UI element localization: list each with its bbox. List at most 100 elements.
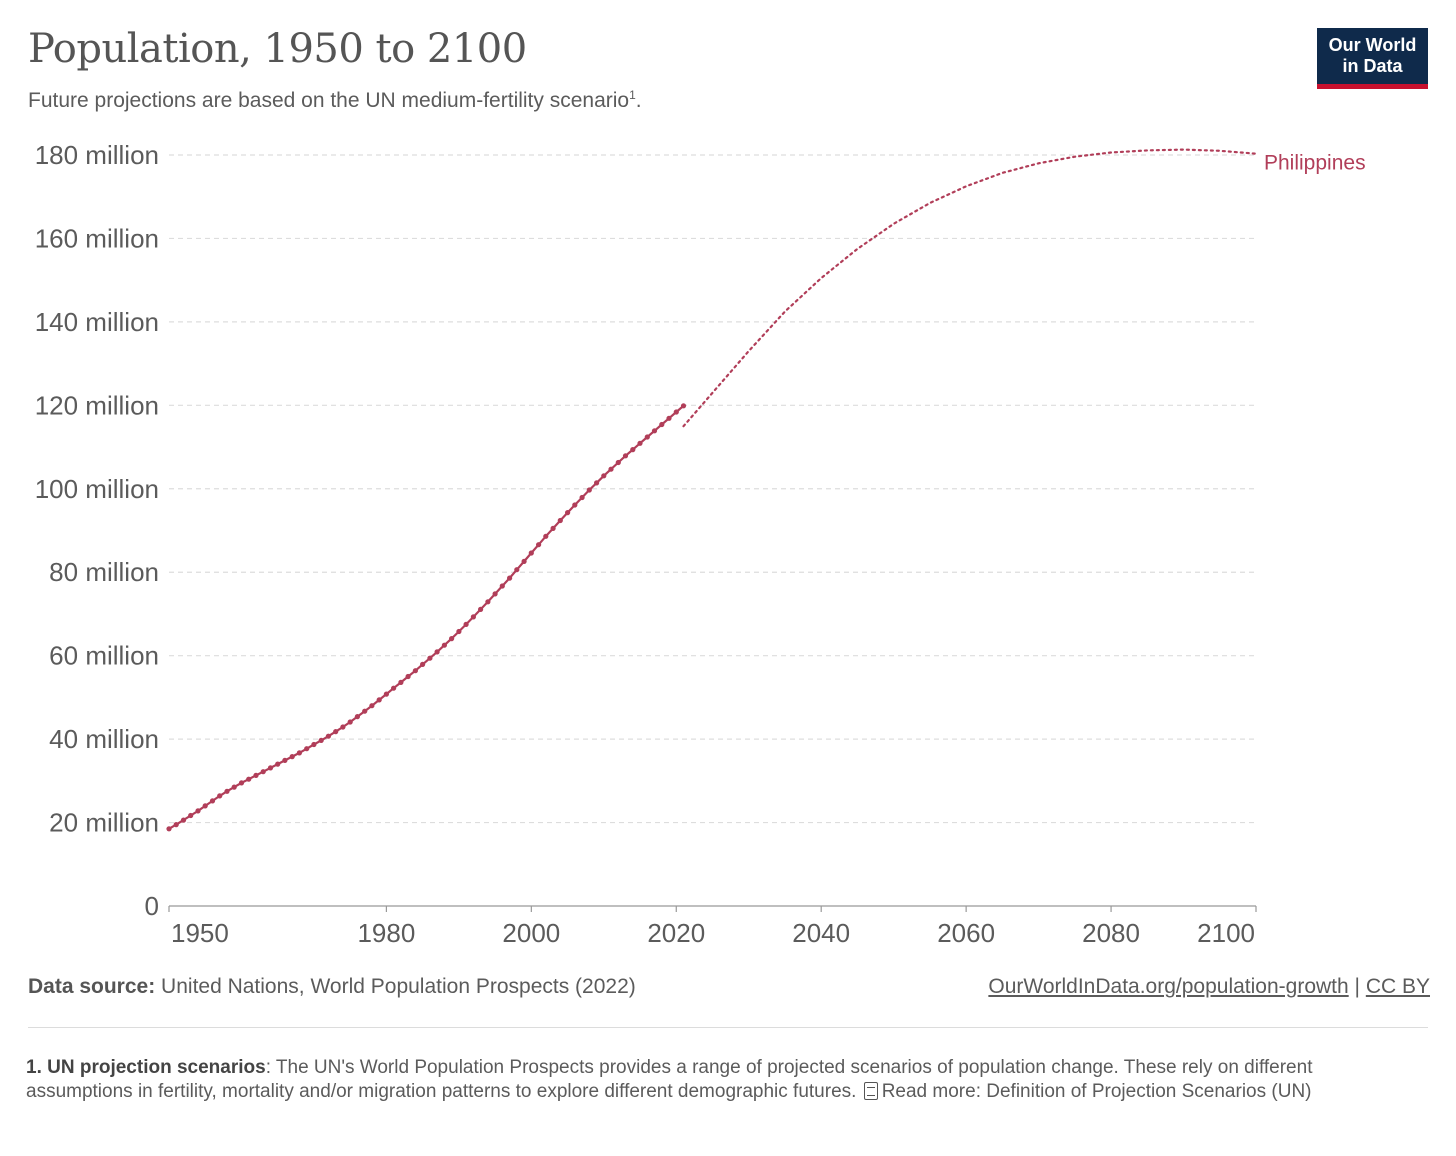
data-point	[514, 567, 520, 573]
data-point	[224, 788, 230, 794]
footnote-text: : The UN's World Population Prospects pr…	[26, 1057, 1313, 1102]
data-source-text: United Nations, World Population Prospec…	[155, 975, 636, 998]
read-more-link[interactable]: Read more: Definition of Projection Scen…	[881, 1081, 1312, 1102]
data-point	[202, 803, 208, 809]
data-point	[318, 737, 324, 744]
data-point	[680, 403, 687, 409]
data-point	[622, 453, 629, 459]
data-point	[369, 703, 375, 709]
data-point	[630, 447, 636, 453]
owid-page-link[interactable]: OurWorldInData.org/population-growth	[988, 975, 1349, 998]
data-point	[383, 691, 389, 697]
data-point	[282, 757, 288, 764]
license-link[interactable]: CC BY	[1365, 975, 1430, 998]
data-point	[391, 685, 397, 691]
data-point	[311, 741, 317, 748]
data-point	[180, 817, 187, 823]
chart-subtitle: Future projections are based on the UN m…	[28, 88, 642, 113]
footer-links: OurWorldInData.org/population-growth | C…	[988, 975, 1430, 999]
data-point	[608, 466, 614, 472]
footer-divider	[28, 1027, 1428, 1028]
y-tick-label: 0	[145, 891, 159, 921]
data-point	[340, 724, 346, 730]
data-point	[499, 583, 505, 589]
data-point	[463, 621, 469, 628]
data-point	[376, 697, 382, 703]
data-point	[166, 826, 172, 832]
projection-series-line	[682, 148, 1258, 428]
series-label-philippines: Philippines	[1264, 152, 1366, 175]
data-point	[586, 487, 592, 493]
x-tick-label: 2040	[792, 918, 850, 948]
x-tick-label: 2060	[937, 918, 995, 948]
data-point	[637, 440, 643, 446]
y-tick-label: 40 million	[49, 724, 159, 754]
data-point	[521, 558, 527, 565]
logo-line-1: Our World	[1328, 35, 1417, 55]
data-point	[543, 533, 549, 539]
subtitle-text: Future projections are based on the UN m…	[28, 89, 630, 112]
data-point	[246, 776, 252, 782]
data-point	[260, 769, 266, 775]
data-source-label: Data source:	[28, 975, 156, 998]
data-point	[209, 798, 216, 804]
data-point	[594, 480, 600, 486]
data-point	[565, 509, 571, 516]
data-point	[478, 606, 484, 613]
y-tick-label: 80 million	[49, 557, 159, 587]
data-point	[420, 661, 426, 668]
subtitle-end: .	[635, 89, 642, 112]
owid-logo[interactable]: Our World in Data	[1317, 28, 1428, 89]
footnote-marker[interactable]: 1	[629, 88, 636, 102]
data-point	[507, 575, 513, 581]
data-point	[601, 473, 607, 479]
data-point	[536, 542, 542, 548]
data-point	[659, 421, 665, 428]
population-line-chart: 0 20 million 40 million 60 million 80 millio…	[35, 140, 1366, 948]
x-tick-label: 2000	[502, 918, 560, 948]
data-point	[615, 459, 621, 466]
data-point	[354, 714, 360, 720]
x-tick-label: 2020	[647, 918, 705, 948]
x-tick-label: 1980	[357, 918, 415, 948]
data-point	[333, 729, 339, 735]
data-point	[231, 784, 237, 790]
data-point	[449, 636, 455, 642]
chart-title: Population, 1950 to 2100	[28, 26, 527, 72]
data-point	[304, 746, 310, 752]
data-point	[579, 494, 585, 501]
data-point	[362, 708, 368, 714]
data-point	[427, 655, 433, 661]
y-tick-label: 20 million	[49, 808, 159, 838]
data-point	[666, 415, 672, 421]
data-point	[470, 614, 476, 620]
data-point	[550, 525, 556, 532]
data-point	[347, 719, 353, 725]
data-point	[325, 733, 331, 739]
data-point	[412, 668, 418, 674]
data-point	[673, 409, 679, 415]
logo-line-2: in Data	[1342, 56, 1403, 76]
data-point	[485, 599, 491, 605]
data-point	[289, 754, 295, 760]
data-point	[492, 591, 498, 597]
y-tick-label: 180 million	[35, 140, 159, 170]
footnote-label: 1. UN projection scenarios	[26, 1057, 266, 1078]
data-point	[557, 517, 563, 524]
data-point	[296, 750, 302, 756]
y-tick-label: 120 million	[35, 390, 159, 420]
link-separator: |	[1348, 975, 1366, 998]
data-point	[173, 822, 179, 828]
data-point	[651, 428, 658, 434]
data-source: Data source: United Nations, World Popul…	[28, 975, 636, 999]
data-point	[188, 812, 194, 819]
data-point	[217, 793, 223, 799]
data-point	[267, 765, 274, 771]
y-tick-label: 60 million	[49, 641, 159, 671]
y-tick-label: 160 million	[35, 223, 159, 253]
x-tick-label: 2080	[1082, 918, 1140, 948]
data-point	[434, 649, 440, 655]
y-tick-label: 140 million	[35, 307, 159, 337]
data-point	[405, 673, 411, 680]
document-icon	[863, 1082, 878, 1100]
